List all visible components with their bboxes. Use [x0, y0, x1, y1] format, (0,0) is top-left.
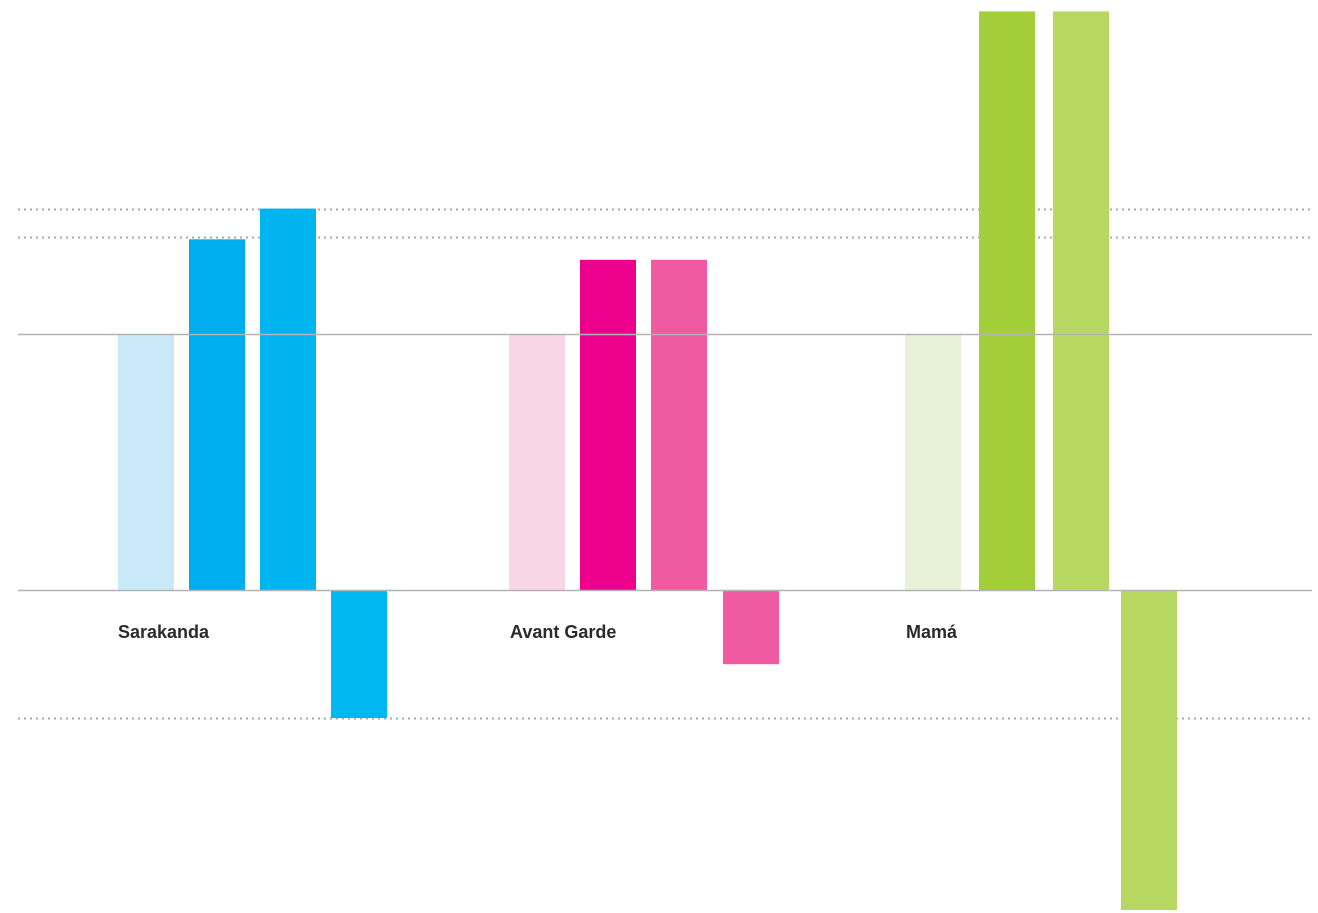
bar-mam--4	[1121, 590, 1177, 910]
bar-mam--1	[905, 334, 961, 590]
category-label-sarakanda: Sarakanda	[118, 622, 210, 642]
bar-mam--3	[1053, 11, 1109, 590]
bar-avant-garde-2	[580, 259, 636, 590]
bar-sarakanda-4	[331, 590, 387, 718]
bar-sarakanda-1	[118, 334, 174, 590]
bar-avant-garde-3	[651, 259, 707, 590]
bar-avant-garde-1	[509, 334, 565, 590]
category-label-mama: Mamá	[906, 622, 958, 642]
bar-sarakanda-3	[260, 208, 316, 590]
bar-sarakanda-2	[189, 239, 245, 591]
category-label-avant-garde: Avant Garde	[510, 622, 616, 642]
category-labels: Sarakanda Avant Garde Mamá	[118, 622, 958, 642]
bar-mam--2	[979, 11, 1035, 590]
bars	[18, 11, 1312, 910]
bar-avant-garde-4	[723, 590, 779, 665]
